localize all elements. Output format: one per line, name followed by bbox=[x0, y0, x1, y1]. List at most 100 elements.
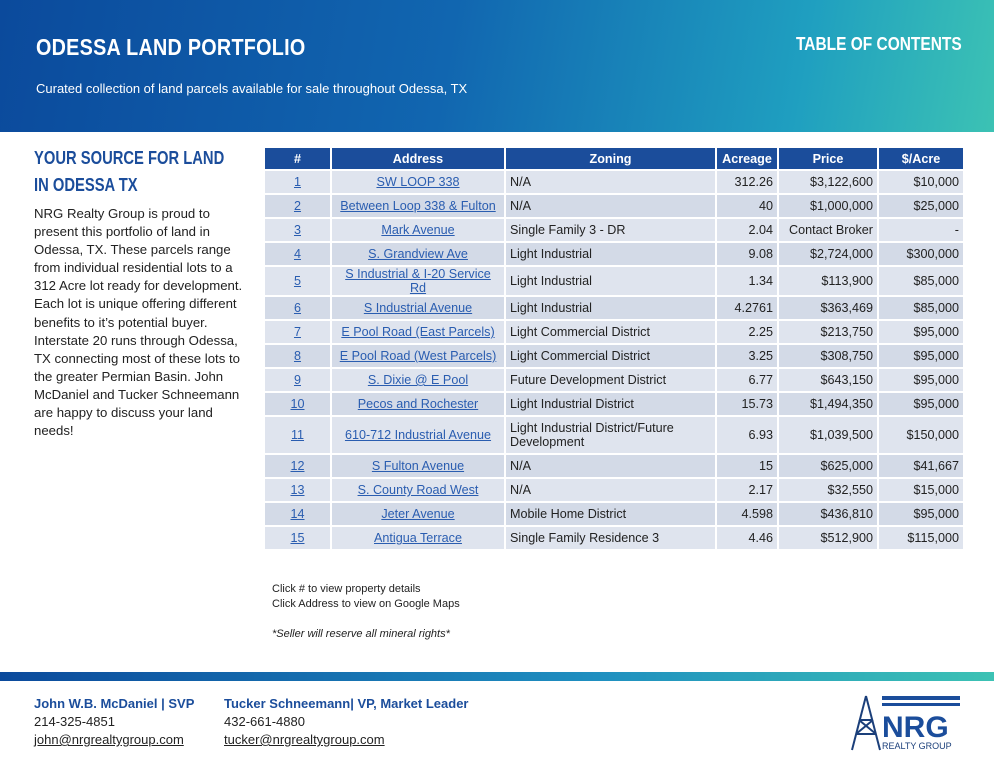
table-cell: $85,000 bbox=[879, 267, 963, 295]
table-row: 15 Antigua Terrace Single Family Residence… bbox=[265, 527, 963, 549]
property-link[interactable]: 7 bbox=[293, 325, 301, 339]
table-row: 11 610-712 Industrial Avenue Light Industr… bbox=[265, 417, 963, 453]
table-cell: 3.25 bbox=[717, 345, 777, 367]
subtitle: Curated collection of land parcels avail… bbox=[36, 81, 468, 96]
table-cell: $625,000 bbox=[779, 455, 877, 477]
map-link[interactable]: S. Dixie @ E Pool bbox=[367, 373, 469, 387]
table-cell: Light Commercial District bbox=[506, 321, 715, 343]
footer-rule bbox=[0, 672, 994, 681]
map-link[interactable]: Antigua Terrace bbox=[374, 531, 462, 545]
table-cell: E Pool Road (West Parcels) bbox=[332, 345, 504, 367]
table-cell: N/A bbox=[506, 455, 715, 477]
table-row: 14 Jeter Avenue Mobile Home District 4.598 $… bbox=[265, 503, 963, 525]
header-row: # Address Zoning Acreage Price $/Acre bbox=[265, 148, 963, 169]
table-cell: N/A bbox=[506, 195, 715, 217]
table-cell: $113,900 bbox=[779, 267, 877, 295]
map-link[interactable]: S. Grandview Ave bbox=[368, 247, 468, 261]
table-cell: Future Development District bbox=[506, 369, 715, 391]
table-cell: $308,750 bbox=[779, 345, 877, 367]
map-link[interactable]: S. County Road West bbox=[357, 483, 479, 497]
table-cell: $85,000 bbox=[879, 297, 963, 319]
property-link[interactable]: 12 bbox=[290, 459, 305, 473]
map-link[interactable]: 610-712 Industrial Avenue bbox=[344, 428, 492, 442]
table-row: 3 Mark Avenue Single Family 3 - DR 2.04 Cont… bbox=[265, 219, 963, 241]
property-link[interactable]: 2 bbox=[293, 199, 301, 213]
property-link[interactable]: 5 bbox=[293, 274, 301, 288]
map-link[interactable]: Between Loop 338 & Fulton bbox=[340, 199, 496, 213]
property-link[interactable]: 14 bbox=[290, 507, 305, 521]
contact-email[interactable]: john@nrgrealtygroup.com bbox=[34, 732, 184, 747]
table-cell: $95,000 bbox=[879, 503, 963, 525]
table-cell: $1,494,350 bbox=[779, 393, 877, 415]
table-cell: 3 bbox=[265, 219, 330, 241]
table-cell: 9.08 bbox=[717, 243, 777, 265]
map-link[interactable]: E Pool Road (East Parcels) bbox=[341, 325, 495, 339]
table-cell: $643,150 bbox=[779, 369, 877, 391]
contact: Tucker Schneemann| VP, Market Leader 432… bbox=[224, 695, 468, 749]
table-cell: 6.93 bbox=[717, 417, 777, 453]
table-cell: 2.04 bbox=[717, 219, 777, 241]
property-link[interactable]: 10 bbox=[290, 397, 305, 411]
property-link[interactable]: 8 bbox=[293, 349, 301, 363]
table-cell: 4.598 bbox=[717, 503, 777, 525]
property-link[interactable]: 1 bbox=[293, 175, 301, 189]
contact-name: Tucker Schneemann| VP, Market Leader bbox=[224, 696, 469, 711]
table-cell: 4 bbox=[265, 243, 330, 265]
map-link[interactable]: S Industrial Avenue bbox=[363, 301, 473, 315]
table-cell: 6 bbox=[265, 297, 330, 319]
property-link[interactable]: 4 bbox=[293, 247, 301, 261]
table-cell: 9 bbox=[265, 369, 330, 391]
property-link[interactable]: 3 bbox=[293, 223, 301, 237]
table-cell: $95,000 bbox=[879, 345, 963, 367]
table-row: 8 E Pool Road (West Parcels) Light Commerc… bbox=[265, 345, 963, 367]
property-link[interactable]: 9 bbox=[293, 373, 301, 387]
map-link[interactable]: SW LOOP 338 bbox=[376, 175, 460, 189]
table-cell: - bbox=[879, 219, 963, 241]
table-cell: 2.25 bbox=[717, 321, 777, 343]
table-cell: Mark Avenue bbox=[332, 219, 504, 241]
logo-tagline: REALTY GROUP bbox=[882, 741, 952, 751]
property-link[interactable]: 11 bbox=[290, 428, 305, 442]
property-link[interactable]: 13 bbox=[290, 483, 305, 497]
table-row: 1 SW LOOP 338 N/A 312.26 $3,122,600 $10,000 bbox=[265, 171, 963, 193]
table-cell: SW LOOP 338 bbox=[332, 171, 504, 193]
map-link[interactable]: S Fulton Avenue bbox=[371, 459, 465, 473]
table-cell: 312.26 bbox=[717, 171, 777, 193]
contact-email[interactable]: tucker@nrgrealtygroup.com bbox=[224, 732, 385, 747]
table-cell: $2,724,000 bbox=[779, 243, 877, 265]
map-link[interactable]: Jeter Avenue bbox=[381, 507, 455, 521]
contact-phone: 214-325-4851 bbox=[34, 714, 115, 729]
title: ODESSA LAND PORTFOLIO bbox=[36, 34, 306, 60]
map-link[interactable]: Pecos and Rochester bbox=[357, 397, 479, 411]
table-cell: 15 bbox=[717, 455, 777, 477]
column-header: # bbox=[265, 148, 330, 169]
column-header: Price bbox=[779, 148, 877, 169]
table-cell: S Fulton Avenue bbox=[332, 455, 504, 477]
property-link[interactable]: 15 bbox=[290, 531, 305, 545]
toc-link[interactable]: TABLE OF CONTENTS bbox=[796, 34, 962, 54]
table-cell: 15 bbox=[265, 527, 330, 549]
table-row: 4 S. Grandview Ave Light Industrial 9.08 $2,… bbox=[265, 243, 963, 265]
table-cell: $15,000 bbox=[879, 479, 963, 501]
contact-name: John W.B. McDaniel | SVP bbox=[34, 696, 195, 711]
table-cell: 4.46 bbox=[717, 527, 777, 549]
property-link[interactable]: 6 bbox=[293, 301, 301, 315]
table-cell: $300,000 bbox=[879, 243, 963, 265]
table-cell: E Pool Road (East Parcels) bbox=[332, 321, 504, 343]
table-cell: $25,000 bbox=[879, 195, 963, 217]
column-header: Zoning bbox=[506, 148, 715, 169]
table-cell: 15.73 bbox=[717, 393, 777, 415]
table-cell: 13 bbox=[265, 479, 330, 501]
table-cell: Pecos and Rochester bbox=[332, 393, 504, 415]
table-cell: S Industrial & I-20 Service Rd bbox=[332, 267, 504, 295]
column-header: Address bbox=[332, 148, 504, 169]
table-cell: 4.2761 bbox=[717, 297, 777, 319]
note: *Seller will reserve all mineral rights* bbox=[272, 628, 450, 640]
table-cell: $41,667 bbox=[879, 455, 963, 477]
column-header: Acreage bbox=[717, 148, 777, 169]
map-link[interactable]: S Industrial & I-20 Service Rd bbox=[345, 267, 491, 295]
table-cell: 11 bbox=[265, 417, 330, 453]
map-link[interactable]: Mark Avenue bbox=[381, 223, 455, 237]
map-link[interactable]: E Pool Road (West Parcels) bbox=[339, 349, 497, 363]
